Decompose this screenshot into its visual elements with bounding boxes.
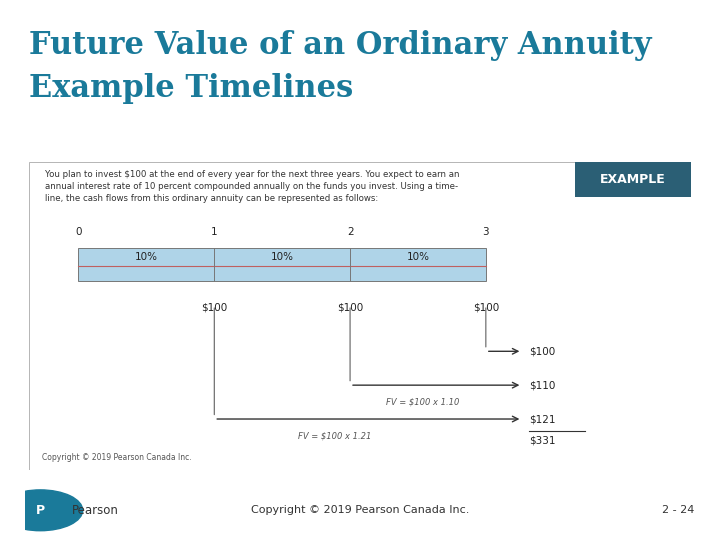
Text: 0: 0 [75,227,82,238]
Text: Future Value of an Ordinary Annuity: Future Value of an Ordinary Annuity [29,30,652,60]
Text: EXAMPLE: EXAMPLE [600,173,666,186]
Text: 2: 2 [347,227,354,238]
Text: $121: $121 [529,414,555,424]
Text: 3: 3 [482,227,489,238]
Bar [78,248,486,280]
Text: Copyright © 2019 Pearson Canada Inc.: Copyright © 2019 Pearson Canada Inc. [42,453,192,462]
Text: 10%: 10% [407,252,429,262]
Text: 1: 1 [211,227,217,238]
Text: Example Timelines: Example Timelines [29,73,353,104]
Text: FV = $100 x 1.10: FV = $100 x 1.10 [386,397,459,407]
Text: 10%: 10% [271,252,294,262]
Text: You plan to invest $100 at the end of every year for the next three years. You e: You plan to invest $100 at the end of ev… [45,170,460,179]
FancyBboxPatch shape [575,162,691,198]
Text: Copyright © 2019 Pearson Canada Inc.: Copyright © 2019 Pearson Canada Inc. [251,505,469,515]
Text: $100: $100 [201,302,228,312]
Text: 10%: 10% [135,252,158,262]
Text: 2 - 24: 2 - 24 [662,505,695,515]
Text: FV = $100 x 1.21: FV = $100 x 1.21 [299,431,372,440]
Text: line, the cash flows from this ordinary annuity can be represented as follows:: line, the cash flows from this ordinary … [45,194,379,204]
Text: P: P [36,504,45,517]
Text: $110: $110 [529,380,555,390]
Text: $100: $100 [529,346,555,356]
Circle shape [0,490,83,531]
Text: $331: $331 [529,436,555,446]
Text: $100: $100 [473,302,499,312]
Text: annual interest rate of 10 percent compounded annually on the funds you invest. : annual interest rate of 10 percent compo… [45,182,459,191]
Text: Pearson: Pearson [71,504,119,517]
Text: $100: $100 [337,302,363,312]
